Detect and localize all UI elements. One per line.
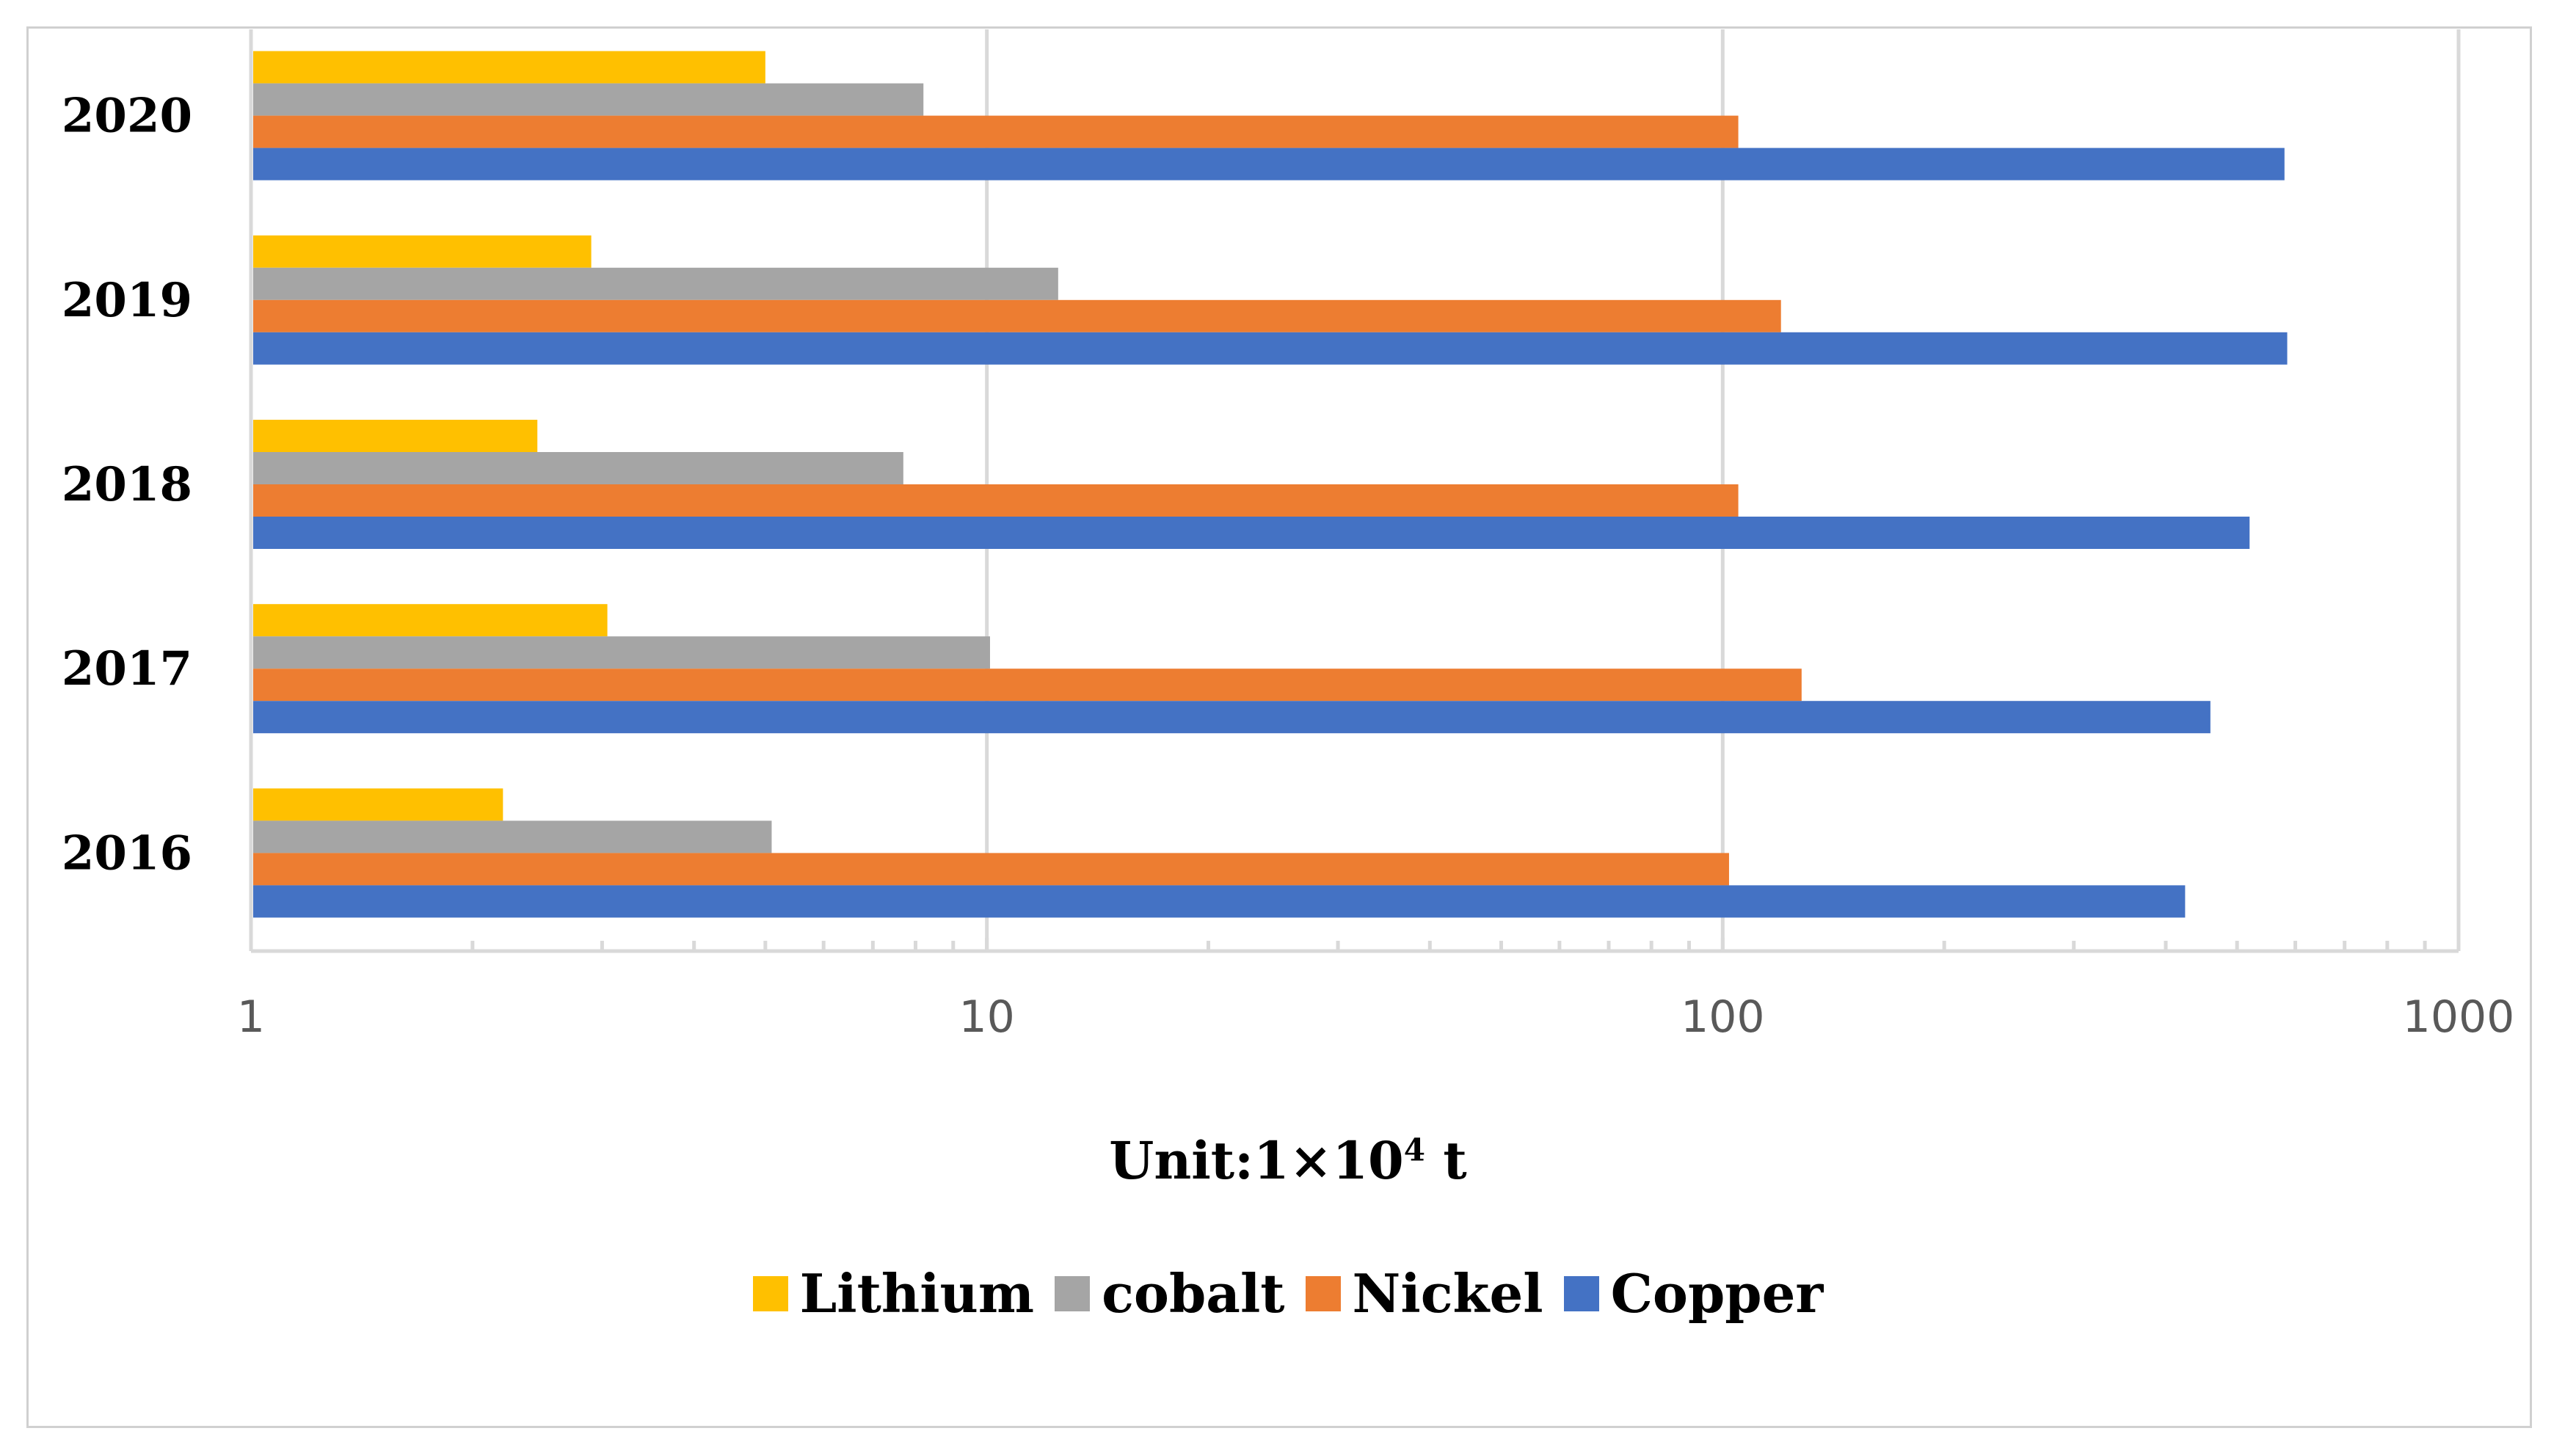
legend-item-cobalt: cobalt: [1055, 1262, 1285, 1325]
bar-lithium-2019: [253, 235, 592, 268]
bar-copper-2017: [253, 701, 2211, 734]
bar-copper-2020: [253, 148, 2285, 181]
bar-lithium-2020: [253, 51, 765, 84]
legend-swatch-lithium: [752, 1275, 788, 1311]
bar-copper-2019: [253, 332, 2288, 365]
legend-swatch-copper: [1563, 1275, 1599, 1311]
y-category-label: 2020: [62, 89, 192, 144]
y-category-label: 2017: [62, 641, 192, 696]
x-tick-label: 1000: [2403, 991, 2515, 1043]
legend-label-nickel: Nickel: [1352, 1262, 1543, 1325]
legend: Lithium cobalt Nickel Copper: [0, 1262, 2576, 1325]
bar-nickel-2017: [253, 669, 1802, 702]
bar-cobalt-2020: [253, 83, 924, 116]
x-axis-title-unit: t: [1425, 1130, 1467, 1191]
bar-cobalt-2018: [253, 452, 903, 484]
bar-nickel-2020: [253, 115, 1739, 148]
bar-nickel-2018: [253, 484, 1739, 517]
bar-cobalt-2016: [253, 820, 772, 853]
x-axis-title: Unit:1×104 t: [0, 1130, 2576, 1191]
bar-copper-2016: [253, 885, 2186, 918]
legend-item-lithium: Lithium: [752, 1262, 1035, 1325]
legend-swatch-nickel: [1305, 1275, 1341, 1311]
legend-item-nickel: Nickel: [1305, 1262, 1543, 1325]
bar-cobalt-2017: [253, 636, 990, 669]
legend-label-lithium: Lithium: [799, 1262, 1035, 1325]
y-category-label: 2016: [62, 826, 192, 881]
legend-label-cobalt: cobalt: [1102, 1262, 1285, 1325]
bar-lithium-2016: [253, 788, 503, 821]
x-tick-label: 10: [958, 991, 1014, 1043]
legend-item-copper: Copper: [1563, 1262, 1824, 1325]
x-tick-label: 1: [237, 991, 265, 1043]
bar-copper-2018: [253, 517, 2250, 549]
bar-nickel-2019: [253, 299, 1781, 332]
x-axis-title-main: Unit:1×10: [1109, 1130, 1404, 1191]
bar-lithium-2017: [253, 604, 608, 637]
x-axis-title-exponent: 4: [1403, 1132, 1425, 1168]
bar-nickel-2016: [253, 853, 1729, 886]
bar-lithium-2018: [253, 420, 538, 452]
legend-swatch-cobalt: [1055, 1275, 1091, 1311]
y-category-label: 2019: [62, 273, 192, 328]
y-category-label: 2018: [62, 457, 192, 512]
legend-label-copper: Copper: [1610, 1262, 1824, 1325]
x-tick-label: 100: [1681, 991, 1765, 1043]
bar-cobalt-2019: [253, 267, 1058, 300]
